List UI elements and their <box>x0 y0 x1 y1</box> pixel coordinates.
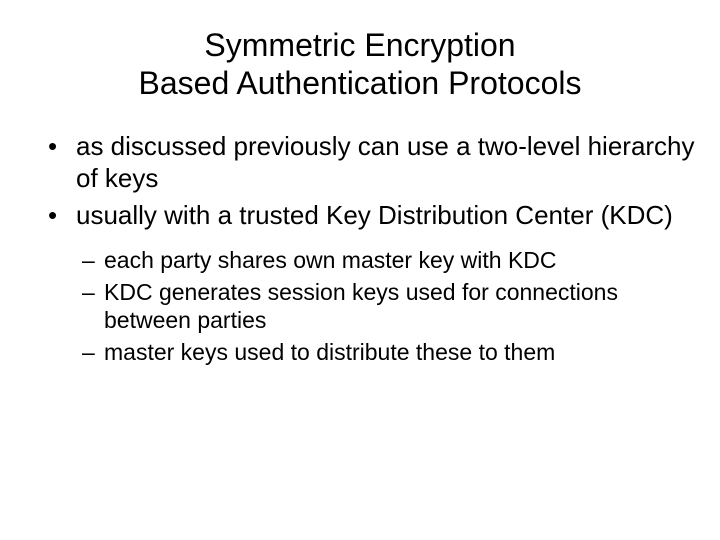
slide: Symmetric Encryption Based Authenticatio… <box>0 0 720 540</box>
slide-title: Symmetric Encryption Based Authenticatio… <box>24 26 696 103</box>
sub-bullet-list: each party shares own master key with KD… <box>76 246 696 366</box>
list-item: usually with a trusted Key Distribution … <box>76 200 696 366</box>
bullet-text: master keys used to distribute these to … <box>104 339 555 365</box>
list-item: as discussed previously can use a two-le… <box>76 131 696 194</box>
list-item: master keys used to distribute these to … <box>104 338 696 366</box>
list-item: KDC generates session keys used for conn… <box>104 278 696 334</box>
bullet-text: as discussed previously can use a two-le… <box>76 131 695 193</box>
list-item: each party shares own master key with KD… <box>104 246 696 274</box>
title-line-1: Symmetric Encryption <box>204 27 515 63</box>
bullet-text: usually with a trusted Key Distribution … <box>76 200 673 230</box>
title-line-2: Based Authentication Protocols <box>139 65 582 101</box>
bullet-list: as discussed previously can use a two-le… <box>24 131 696 366</box>
bullet-text: KDC generates session keys used for conn… <box>104 279 618 333</box>
bullet-text: each party shares own master key with KD… <box>104 247 557 273</box>
